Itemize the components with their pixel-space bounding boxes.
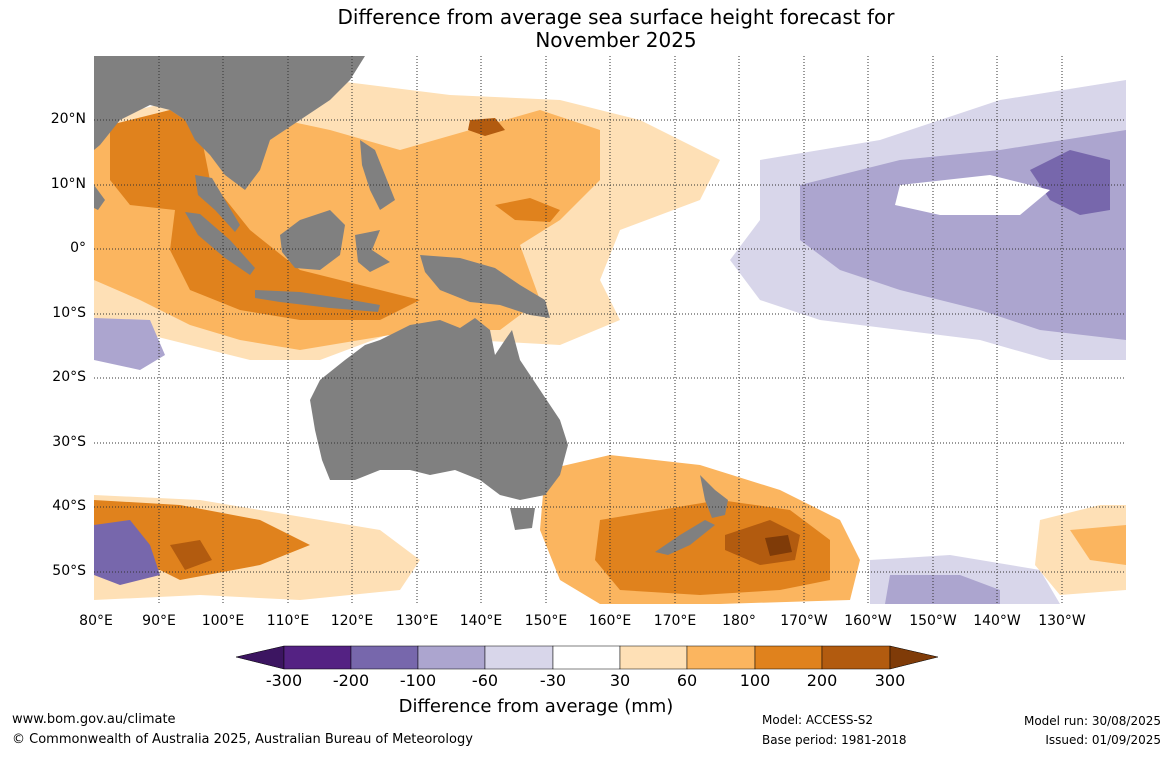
lon-tick: 180° <box>722 613 756 629</box>
lon-tick: 150°W <box>909 613 957 629</box>
anomaly-region-neg100-200-east <box>1030 150 1110 215</box>
colorbar-label: 60 <box>676 671 698 690</box>
land-malay-peninsula <box>195 175 240 232</box>
lon-tick: 140°W <box>973 613 1021 629</box>
colorbar-label: 200 <box>806 671 838 690</box>
anomaly-region-100-200-pacific <box>495 198 560 222</box>
colorbar-title: Difference from average (mm) <box>398 696 674 717</box>
lon-tick: 160°W <box>844 613 892 629</box>
lon-tick: 170°W <box>780 613 828 629</box>
footer-issued: Issued: 01/09/2025 <box>1045 733 1161 747</box>
colorbar-swatch-3 <box>417 645 486 670</box>
lon-tick: 170°E <box>653 613 697 629</box>
colorbar-swatch-7 <box>686 645 756 670</box>
lat-tick: 0° <box>70 240 86 256</box>
colorbar-label: -60 <box>471 671 499 690</box>
colorbar-swatch-max <box>889 645 939 670</box>
lon-tick: 150°E <box>524 613 568 629</box>
lat-tick: 50°S <box>52 563 86 579</box>
land-india <box>94 185 105 210</box>
land-tasmania <box>510 508 535 530</box>
footer-copyright: © Commonwealth of Australia 2025, Austra… <box>12 732 473 747</box>
land-new-zealand-south <box>655 520 715 555</box>
land-java <box>255 290 380 312</box>
colorbar-swatch-4 <box>484 645 554 670</box>
colorbar-label: 100 <box>739 671 771 690</box>
lat-tick: 20°N <box>50 111 86 127</box>
lon-tick: 140°E <box>459 613 503 629</box>
anomaly-region-neg60-100-south-east <box>885 575 1000 604</box>
colorbar-swatch-5 <box>552 645 621 670</box>
land-philippines <box>360 140 395 210</box>
anomaly-region-200-300-south-indian <box>170 540 212 570</box>
lon-tick: 80°E <box>79 613 113 629</box>
lat-tick: 40°S <box>52 498 86 514</box>
colorbar-label: -100 <box>399 671 437 690</box>
lon-tick: 100°E <box>201 613 245 629</box>
colorbar-swatch-min <box>235 645 285 670</box>
colorbar-label: -300 <box>265 671 303 690</box>
land-australia <box>310 318 568 500</box>
lat-tick: 10°N <box>50 176 86 192</box>
anomaly-region-60-100-south-east <box>1070 525 1126 565</box>
lon-tick: 120°E <box>330 613 374 629</box>
chart-title-line2: November 2025 <box>535 28 697 52</box>
anomaly-region-neg100-200-south <box>94 520 160 585</box>
anomaly-region-white-gap <box>895 175 1050 215</box>
lon-tick: 130°E <box>395 613 439 629</box>
footer-base-period: Base period: 1981-2018 <box>762 733 907 747</box>
land-new-guinea <box>420 255 550 318</box>
lat-tick: 20°S <box>52 369 86 385</box>
land-sulawesi <box>355 230 390 272</box>
colorbar-swatch-6 <box>619 645 688 670</box>
land-sumatra <box>185 212 255 275</box>
colorbar-label: -30 <box>539 671 567 690</box>
anomaly-region-100-200-indonesia <box>110 110 420 320</box>
lon-tick: 130°W <box>1038 613 1086 629</box>
land-borneo <box>280 210 345 270</box>
footer-model-run: Model run: 30/08/2025 <box>1023 714 1161 728</box>
lat-tick: 10°S <box>52 305 86 321</box>
footer-url[interactable]: www.bom.gov.au/climate <box>12 712 176 727</box>
lon-tick: 90°E <box>142 613 176 629</box>
lat-tick: 30°S <box>52 434 86 450</box>
colorbar-swatch-8 <box>754 645 823 670</box>
colorbar-swatch-9 <box>821 645 891 670</box>
anomaly-region-300-nz <box>765 535 792 556</box>
lon-tick: 160°E <box>588 613 632 629</box>
colorbar-label: -200 <box>332 671 370 690</box>
colorbar-label: 30 <box>609 671 631 690</box>
graticule <box>94 56 1126 604</box>
footer-model: Model: ACCESS-S2 <box>762 713 874 727</box>
colorbar-swatch-2 <box>350 645 419 670</box>
land-asia <box>94 56 365 190</box>
chart-title-line1: Difference from average sea surface heig… <box>337 5 895 29</box>
colorbar-swatch-1 <box>283 645 352 670</box>
lon-tick: 110°E <box>266 613 310 629</box>
colorbar-label: 300 <box>874 671 906 690</box>
anomaly-region-neg60-100-sw <box>94 318 165 370</box>
anomaly-region-200-300-north <box>468 118 505 136</box>
colorbar <box>235 645 939 670</box>
